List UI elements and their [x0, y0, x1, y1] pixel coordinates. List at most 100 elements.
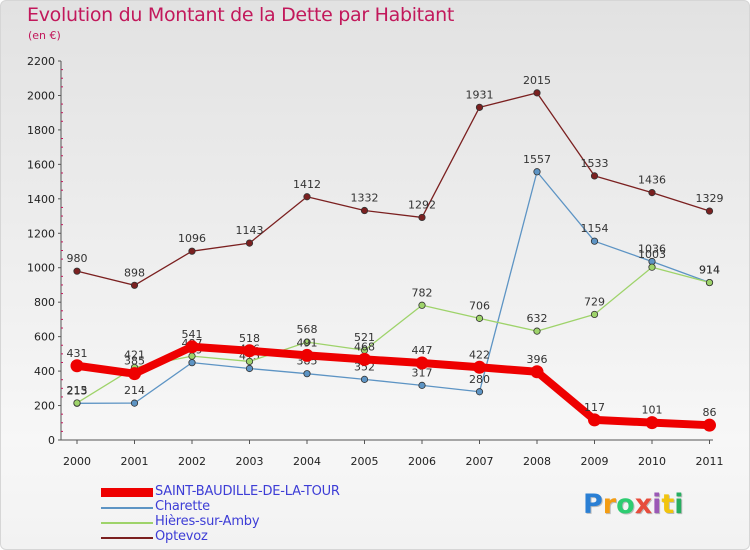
- data-point-optevoz: [475, 103, 484, 111]
- data-point-charette: [590, 237, 599, 245]
- x-tick-label: 2009: [581, 455, 609, 468]
- x-tick-label: 2000: [63, 455, 91, 468]
- y-tick-label: 2200: [27, 55, 55, 68]
- y-minor-tick: [61, 275, 63, 277]
- data-label-hieres-sur-amby: 706: [469, 299, 490, 312]
- data-point-hieres-sur-amby: [73, 399, 81, 407]
- data-point-saint-baudille-de-la-tour: [243, 344, 256, 358]
- x-tick-label: 2004: [293, 455, 321, 468]
- data-label-saint-baudille-de-la-tour: 117: [584, 401, 605, 414]
- data-point-optevoz: [188, 247, 196, 255]
- data-label-hieres-sur-amby: 521: [354, 331, 375, 344]
- data-point-saint-baudille-de-la-tour: [415, 356, 429, 370]
- data-label-optevoz: 1329: [696, 192, 724, 205]
- data-label-saint-baudille-de-la-tour: 101: [642, 404, 663, 417]
- data-label-charette: 213: [67, 384, 88, 397]
- y-minor-tick: [61, 155, 63, 157]
- data-label-hieres-sur-amby: 1003: [638, 248, 666, 261]
- y-minor-tick: [61, 310, 63, 312]
- data-point-optevoz: [418, 213, 426, 222]
- y-minor-tick: [61, 422, 63, 424]
- data-point-hieres-sur-amby: [418, 301, 426, 309]
- x-tick-label: 2006: [408, 455, 436, 468]
- legend-label-hieres-sur-amby: Hières-sur-Amby: [155, 514, 260, 529]
- y-minor-tick: [61, 120, 63, 122]
- y-minor-tick: [61, 86, 63, 88]
- data-point-saint-baudille-de-la-tour: [703, 418, 716, 432]
- data-label-optevoz: 1412: [293, 178, 321, 191]
- y-minor-tick: [61, 224, 63, 226]
- data-point-charette: [418, 381, 426, 389]
- logo-letter: x: [634, 489, 653, 520]
- data-point-charette: [303, 370, 311, 378]
- data-point-charette: [245, 364, 254, 373]
- data-point-hieres-sur-amby: [705, 278, 714, 287]
- y-minor-tick: [61, 250, 63, 251]
- data-label-hieres-sur-amby: 914: [699, 264, 720, 277]
- data-label-saint-baudille-de-la-tour: 447: [412, 344, 433, 357]
- data-label-optevoz: 1436: [638, 174, 666, 187]
- y-tick-label: 200: [34, 400, 55, 413]
- y-minor-tick: [61, 318, 63, 320]
- x-tick-label: 2005: [351, 455, 379, 468]
- data-label-charette: 1557: [523, 153, 551, 166]
- data-point-hieres-sur-amby: [590, 310, 599, 319]
- data-point-saint-baudille-de-la-tour: [588, 413, 601, 427]
- y-minor-tick: [61, 293, 63, 295]
- data-point-optevoz: [590, 172, 599, 180]
- y-minor-tick: [61, 138, 63, 140]
- y-minor-tick: [61, 353, 63, 355]
- y-minor-tick: [61, 379, 63, 381]
- legend-swatch-charette: [101, 507, 153, 509]
- x-tick-label: 2010: [638, 455, 666, 468]
- data-label-optevoz: 980: [67, 252, 88, 265]
- data-point-saint-baudille-de-la-tour: [358, 352, 371, 366]
- data-point-optevoz: [533, 89, 541, 97]
- legend-swatch-optevoz: [101, 537, 153, 539]
- legend-label-charette: Charette: [155, 499, 210, 514]
- data-point-optevoz: [705, 207, 714, 215]
- data-point-saint-baudille-de-la-tour: [473, 360, 486, 374]
- y-minor-tick: [61, 241, 63, 243]
- data-label-optevoz: 1292: [408, 198, 436, 211]
- data-point-hieres-sur-amby: [303, 338, 311, 346]
- data-label-saint-baudille-de-la-tour: 468: [354, 340, 375, 353]
- series-line-optevoz: [76, 92, 711, 286]
- y-minor-tick: [61, 146, 63, 148]
- data-label-saint-baudille-de-la-tour: 396: [527, 353, 548, 366]
- data-point-hieres-sur-amby: [245, 357, 254, 366]
- data-point-charette: [360, 375, 369, 383]
- y-minor-tick: [61, 215, 63, 217]
- data-label-saint-baudille-de-la-tour: 491: [297, 336, 318, 349]
- data-point-charette: [188, 359, 196, 367]
- data-point-charette: [533, 168, 541, 176]
- y-tick-label: 2000: [27, 89, 55, 102]
- data-label-charette: 214: [124, 384, 145, 397]
- data-point-saint-baudille-de-la-tour: [70, 359, 84, 373]
- legend-swatch-hieres-sur-amby: [101, 522, 153, 524]
- x-tick-label: 2003: [236, 455, 264, 468]
- y-minor-tick: [61, 430, 63, 432]
- x-tick-label: 2008: [523, 455, 551, 468]
- data-label-hieres-sur-amby: 729: [584, 295, 605, 308]
- data-label-hieres-sur-amby: 421: [124, 348, 145, 361]
- data-label-charette: 1036: [638, 243, 666, 256]
- data-label-saint-baudille-de-la-tour: 541: [182, 328, 203, 341]
- data-point-optevoz: [73, 267, 81, 275]
- legend-swatch-saint-baudille-de-la-tour: [101, 488, 153, 497]
- y-tick-label: 0: [48, 434, 55, 447]
- data-point-hieres-sur-amby: [188, 352, 196, 360]
- y-minor-tick: [61, 361, 63, 363]
- data-label-hieres-sur-amby: 632: [527, 312, 548, 325]
- y-tick-label: 1800: [27, 124, 55, 137]
- y-tick-label: 1600: [27, 158, 55, 171]
- y-tick-label: 400: [34, 365, 55, 378]
- data-label-optevoz: 2015: [523, 74, 551, 87]
- y-minor-tick: [61, 69, 63, 71]
- y-minor-tick: [61, 172, 63, 174]
- data-point-saint-baudille-de-la-tour: [185, 340, 199, 354]
- y-tick-label: 1400: [27, 193, 55, 206]
- logo-letter: i: [674, 489, 684, 520]
